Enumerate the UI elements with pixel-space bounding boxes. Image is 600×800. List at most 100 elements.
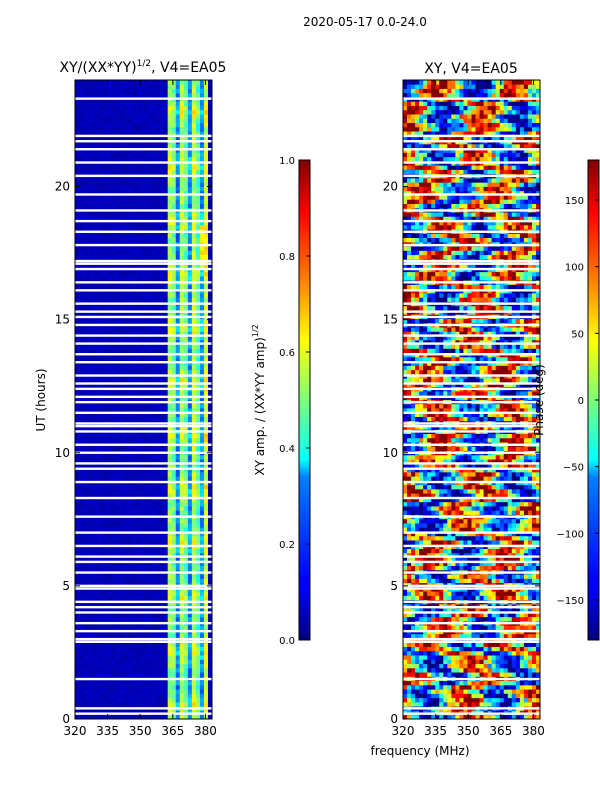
amplitude-heatmap-cell xyxy=(75,625,80,630)
amplitude-heatmap-cell xyxy=(75,220,80,226)
amplitude-heatmap-cell xyxy=(111,186,116,192)
amplitude-heatmap-cell xyxy=(115,655,120,660)
amplitude-heatmap-cell xyxy=(79,305,84,311)
amplitude-heatmap-cell xyxy=(99,497,104,503)
amplitude-heatmap-cell xyxy=(159,105,165,111)
amplitude-heatmap-cell xyxy=(131,552,136,558)
amplitude-heatmap-cell xyxy=(95,177,100,183)
amplitude-heatmap-cell xyxy=(151,467,156,473)
amplitude-heatmap-cell xyxy=(99,263,104,268)
amplitude-heatmap-cell xyxy=(127,467,132,473)
amplitude-heatmap-cell xyxy=(135,518,140,524)
amplitude-heatmap-cell xyxy=(203,523,209,528)
amplitude-heatmap-cell xyxy=(175,254,181,260)
amplitude-heatmap-cell xyxy=(179,638,185,643)
amplitude-heatmap-cell xyxy=(171,425,177,430)
amplitude-heatmap-cell xyxy=(107,531,112,537)
amplitude-heatmap-cell xyxy=(131,114,136,119)
amplitude-heatmap-cell xyxy=(95,642,100,647)
amplitude-heatmap-cell xyxy=(127,114,132,119)
amplitude-heatmap-cell xyxy=(143,339,148,345)
amplitude-heatmap-cell xyxy=(115,195,120,200)
amplitude-heatmap-cell xyxy=(79,663,84,669)
amplitude-heatmap-cell xyxy=(91,152,96,158)
amplitude-heatmap-cell xyxy=(123,114,128,119)
amplitude-heatmap-cell xyxy=(207,523,212,528)
amplitude-heatmap-cell xyxy=(103,659,108,665)
amplitude-heatmap-cell xyxy=(199,540,205,545)
amplitude-heatmap-cell xyxy=(139,335,144,341)
amplitude-heatmap-cell xyxy=(191,131,197,136)
amplitude-heatmap-cell xyxy=(127,595,132,601)
amplitude-heatmap-cell xyxy=(99,105,104,111)
amplitude-heatmap-cell xyxy=(111,148,116,153)
amplitude-heatmap-cell xyxy=(103,408,108,413)
amplitude-heatmap-cell xyxy=(187,518,193,524)
amplitude-heatmap-cell xyxy=(123,263,128,268)
amplitude-heatmap-cell xyxy=(127,237,132,243)
amplitude-heatmap-cell xyxy=(139,271,144,277)
amplitude-heatmap-cell xyxy=(91,552,96,558)
amplitude-heatmap-cell xyxy=(131,105,136,111)
amplitude-heatmap-cell xyxy=(199,135,205,141)
amplitude-heatmap-cell xyxy=(191,446,197,452)
amplitude-heatmap-cell xyxy=(183,697,189,703)
amplitude-heatmap-cell xyxy=(175,672,181,677)
amplitude-heatmap-cell xyxy=(111,416,116,422)
amplitude-heatmap-cell xyxy=(183,186,189,192)
amplitude-heatmap-cell xyxy=(87,369,92,375)
amplitude-heatmap-cell xyxy=(179,684,185,690)
amplitude-heatmap-cell xyxy=(159,646,165,652)
amplitude-heatmap-cell xyxy=(147,497,152,503)
amplitude-heatmap-cell xyxy=(151,608,156,613)
amplitude-heatmap-cell xyxy=(183,305,189,311)
amplitude-heatmap-cell xyxy=(159,701,165,707)
amplitude-heatmap-cell xyxy=(111,224,116,230)
amplitude-heatmap-cell xyxy=(79,365,84,371)
amplitude-heatmap-cell xyxy=(175,195,181,200)
amplitude-heatmap-cell xyxy=(111,680,116,686)
amplitude-heatmap-cell xyxy=(199,650,205,656)
amplitude-heatmap-cell xyxy=(127,578,132,584)
amplitude-heatmap-cell xyxy=(167,378,173,383)
amplitude-heatmap-cell xyxy=(79,237,84,243)
amplitude-heatmap-cell xyxy=(179,203,185,209)
amplitude-heatmap-cell xyxy=(163,659,169,665)
amplitude-heatmap-cell xyxy=(91,216,96,221)
amplitude-heatmap-cell xyxy=(187,561,193,567)
amplitude-heatmap-cell xyxy=(163,446,169,452)
amplitude-heatmap-cell xyxy=(95,318,100,324)
amplitude-heatmap-cell xyxy=(147,625,152,630)
amplitude-heatmap-cell xyxy=(183,224,189,230)
amplitude-heatmap-cell xyxy=(155,416,161,422)
amplitude-heatmap-cell xyxy=(159,463,165,469)
amplitude-heatmap-cell xyxy=(131,574,136,579)
amplitude-heatmap-cell xyxy=(103,275,108,281)
amplitude-heatmap-cell xyxy=(171,642,177,647)
amplitude-heatmap-cell xyxy=(139,655,144,660)
amplitude-heatmap-cell xyxy=(207,467,212,473)
amplitude-heatmap-cell xyxy=(191,250,197,256)
amplitude-heatmap-cell xyxy=(159,254,165,260)
amplitude-heatmap-cell xyxy=(99,403,104,409)
amplitude-heatmap-cell xyxy=(143,625,148,630)
amplitude-heatmap-cell xyxy=(179,275,185,281)
amplitude-heatmap-cell xyxy=(135,275,140,281)
amplitude-heatmap-cell xyxy=(147,408,152,413)
amplitude-heatmap-cell xyxy=(75,531,80,537)
amplitude-heatmap-cell xyxy=(199,297,205,302)
amplitude-heatmap-cell xyxy=(79,199,84,204)
amplitude-heatmap-cell xyxy=(159,293,165,298)
amplitude-heatmap-cell xyxy=(75,459,80,464)
amplitude-heatmap-cell xyxy=(99,122,104,128)
amplitude-heatmap-cell xyxy=(175,412,181,417)
amplitude-heatmap-cell xyxy=(115,327,120,332)
amplitude-heatmap-cell xyxy=(191,425,197,430)
amplitude-heatmap-cell xyxy=(147,275,152,281)
amplitude-heatmap-cell xyxy=(123,331,128,336)
amplitude-heatmap-cell xyxy=(175,382,181,388)
amplitude-heatmap-cell xyxy=(179,625,185,630)
amplitude-heatmap-cell xyxy=(139,680,144,686)
amplitude-heatmap-cell xyxy=(187,148,193,153)
